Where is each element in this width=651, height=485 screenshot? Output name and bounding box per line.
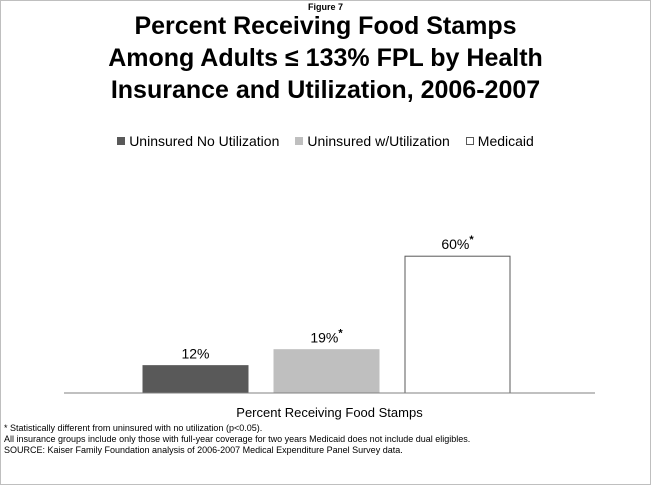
significance-marker: * <box>469 234 474 246</box>
bar-uninsured-w-utilization <box>273 349 380 394</box>
legend-item-medicaid: Medicaid <box>465 133 534 149</box>
bar-group: 12% 19%* 60%* <box>142 234 511 394</box>
footnotes: * Statistically different from uninsured… <box>4 423 644 456</box>
data-label-2: 19%* <box>310 328 343 346</box>
x-axis-label: Percent Receiving Food Stamps <box>236 405 423 420</box>
data-label-1: 12% <box>181 346 209 362</box>
significance-marker: * <box>338 328 343 340</box>
chart-title: Percent Receiving Food Stamps Among Adul… <box>40 10 611 106</box>
legend-item-uninsured-no-utilization: Uninsured No Utilization <box>117 133 279 149</box>
chart-legend: Uninsured No Utilization Uninsured w/Uti… <box>0 133 651 149</box>
legend-label-uninsured-no-utilization: Uninsured No Utilization <box>129 133 280 149</box>
legend-label-medicaid: Medicaid <box>477 133 534 149</box>
chart-title-line-3: Insurance and Utilization, 2006-2007 <box>110 76 541 104</box>
legend-label-uninsured-with-utilization: Uninsured w/Utilization <box>307 133 450 149</box>
legend-swatch-uninsured-with-utilization <box>295 137 304 145</box>
data-label-3: 60%* <box>441 234 474 252</box>
chart-title-line-2: Among Adults ≤ 133% FPL by Health <box>108 44 543 72</box>
bar-medicaid <box>404 255 511 394</box>
legend-swatch-medicaid <box>465 137 474 145</box>
bar-uninsured-no-utilization <box>142 365 249 394</box>
legend-item-uninsured-with-utilization: Uninsured w/Utilization <box>295 133 450 149</box>
chart-title-line-1: Percent Receiving Food Stamps <box>134 12 517 40</box>
legend-swatch-uninsured-no-utilization <box>117 137 126 145</box>
footnote-coverage: All insurance groups include only those … <box>4 434 471 444</box>
footnote-significance: * Statistically different from uninsured… <box>4 423 263 433</box>
figure-label: Figure 7 <box>307 2 343 12</box>
footnote-source: SOURCE: Kaiser Family Foundation analysi… <box>4 445 403 455</box>
